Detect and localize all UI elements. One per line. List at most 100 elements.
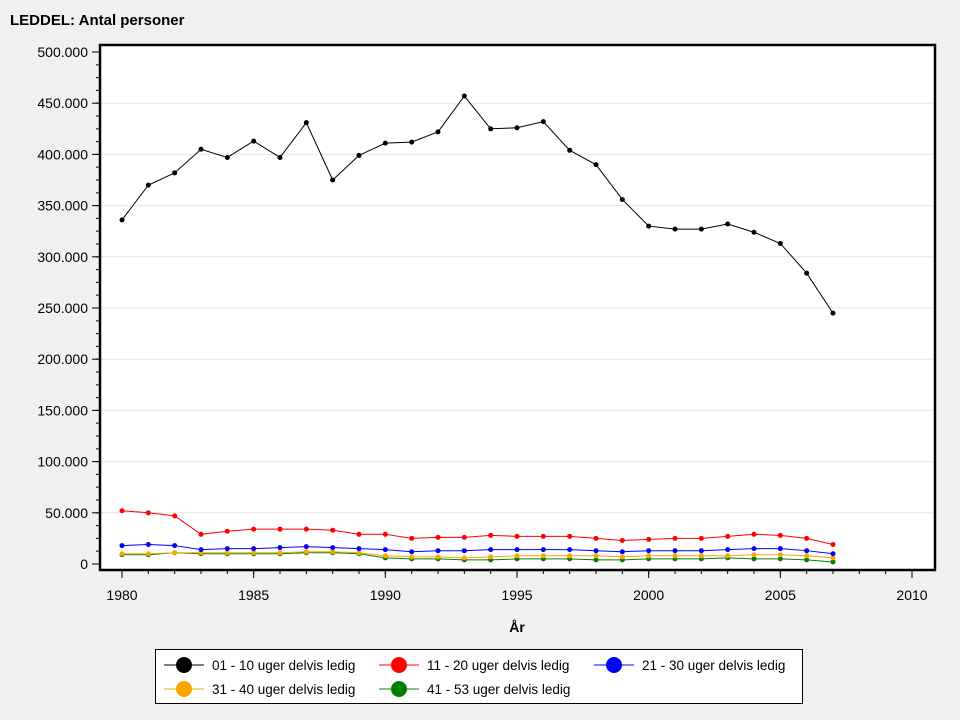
data-point (119, 551, 125, 557)
data-point (145, 551, 151, 557)
data-point (461, 93, 467, 99)
data-point (751, 229, 757, 235)
data-point (619, 554, 625, 560)
y-tick-label: 150.000 (37, 402, 88, 418)
data-point (382, 531, 388, 537)
data-point (145, 542, 151, 548)
data-point (593, 553, 599, 559)
data-point (593, 548, 599, 554)
data-point (488, 547, 494, 553)
data-point (251, 550, 257, 556)
data-point (672, 226, 678, 232)
data-point (540, 119, 546, 125)
x-tick-label: 1990 (370, 587, 401, 603)
data-point (777, 546, 783, 552)
x-tick-label: 1985 (238, 587, 269, 603)
series-line (121, 95, 834, 314)
legend-item-4: 31 - 40 uger delvis ledig (162, 679, 355, 699)
data-point (145, 182, 151, 188)
data-point (619, 537, 625, 543)
data-point (830, 551, 836, 557)
data-point (198, 531, 204, 537)
plot-frame (98, 43, 937, 572)
data-point (409, 549, 415, 555)
data-point (830, 559, 836, 565)
data-point (251, 526, 257, 532)
data-point (804, 548, 810, 554)
data-point (698, 553, 704, 559)
data-point (435, 548, 441, 554)
legend-label-4: 31 - 40 uger delvis ledig (212, 681, 356, 697)
series-2 (119, 508, 836, 548)
data-point (725, 553, 731, 559)
x-tick-label: 2010 (896, 587, 927, 603)
data-point (330, 549, 336, 555)
legend-label-1: 01 - 10 uger delvis ledig (212, 657, 356, 673)
data-point (172, 170, 178, 176)
data-point (777, 556, 783, 562)
x-tick-label: 2005 (765, 587, 796, 603)
legend-swatch-5 (379, 681, 419, 697)
data-point (698, 226, 704, 232)
data-point (830, 310, 836, 316)
data-point (330, 177, 336, 183)
legend-label-2: 11 - 20 uger delvis ledig (427, 657, 570, 673)
series (119, 93, 836, 565)
data-point (646, 553, 652, 559)
data-point (593, 535, 599, 541)
data-point (224, 550, 230, 556)
legend-swatch-2 (379, 657, 419, 673)
data-point (567, 533, 573, 539)
data-point (172, 543, 178, 549)
data-point (251, 138, 257, 144)
data-point (804, 557, 810, 563)
series-line (122, 552, 834, 563)
data-point (330, 545, 336, 551)
data-point (119, 508, 125, 514)
data-point (303, 526, 309, 532)
legend-label-3: 21 - 30 uger delvis ledig (642, 657, 786, 673)
series-3 (119, 542, 836, 557)
data-point (303, 120, 309, 126)
data-point (145, 510, 151, 516)
data-point (435, 534, 441, 540)
data-point (777, 240, 783, 246)
data-point (725, 533, 731, 539)
data-point (540, 547, 546, 553)
data-point (461, 555, 467, 561)
x-tick-label: 2000 (633, 587, 664, 603)
data-point (277, 526, 283, 532)
data-point (198, 146, 204, 152)
series-line (121, 544, 834, 555)
data-point (488, 126, 494, 132)
legend-swatch-3 (594, 657, 634, 673)
chart-title: LEDDEL: Antal personer (10, 12, 185, 29)
data-point (830, 555, 836, 561)
data-point (672, 548, 678, 554)
data-point (330, 527, 336, 533)
data-point (277, 154, 283, 160)
data-point (619, 549, 625, 555)
x-tick-label: 1980 (106, 587, 137, 603)
data-point (409, 139, 415, 145)
y-tick-label: 300.000 (37, 249, 88, 265)
legend-item-3: 21 - 30 uger delvis ledig (592, 655, 785, 675)
y-tick-label: 500.000 (37, 44, 88, 60)
data-point (277, 550, 283, 556)
data-point (777, 552, 783, 558)
data-point (804, 535, 810, 541)
data-point (567, 547, 573, 553)
data-point (435, 129, 441, 135)
data-point (409, 535, 415, 541)
data-point (751, 556, 757, 562)
y-tick-label: 350.000 (37, 198, 88, 214)
legend-label-5: 41 - 53 uger delvis ledig (427, 681, 571, 697)
grid-lines (100, 102, 935, 514)
data-point (119, 217, 125, 223)
data-point (303, 549, 309, 555)
data-point (672, 553, 678, 559)
y-tick-label: 400.000 (37, 146, 88, 162)
data-point (593, 557, 599, 563)
data-point (488, 532, 494, 538)
data-point (514, 547, 520, 553)
